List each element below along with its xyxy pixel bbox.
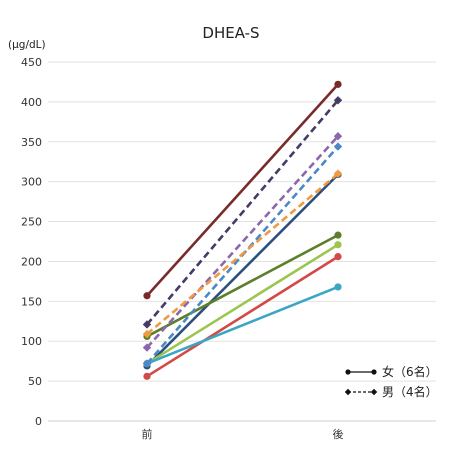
series-line: [146, 83, 339, 297]
series-line: [146, 99, 339, 326]
x-axis-categories: 前後: [142, 427, 344, 441]
y-tick-label: 450: [21, 56, 42, 69]
y-tick-label: 150: [21, 295, 42, 308]
data-point-circle: [143, 292, 151, 300]
data-point-circle: [334, 231, 342, 239]
data-point-diamond: [142, 343, 152, 352]
y-axis-unit: (μg/dL): [8, 39, 46, 51]
legend-marker-diamond: [370, 388, 378, 396]
y-tick-label: 100: [21, 335, 42, 348]
y-axis-ticks: 0 50 100 150 200 250 300 350 400 450: [21, 56, 42, 428]
y-tick-label: 0: [35, 415, 42, 428]
data-point-diamond: [142, 359, 152, 368]
series-line: [146, 255, 339, 378]
x-category-label: 前: [142, 427, 153, 441]
series-line: [146, 285, 339, 365]
data-point-circle: [143, 372, 151, 380]
data-point-diamond: [142, 320, 152, 329]
series-line: [146, 172, 339, 336]
series-line: [146, 243, 339, 365]
data-point-diamond: [333, 131, 343, 141]
data-point-diamond: [333, 169, 343, 178]
data-point-diamond: [333, 96, 343, 105]
y-tick-label: 350: [21, 136, 42, 149]
data-point-diamond: [333, 142, 343, 151]
series-line: [146, 173, 339, 367]
legend-label-male: 男（4名）: [382, 384, 438, 399]
data-point-circle: [334, 241, 342, 249]
y-tick-label: 250: [21, 216, 42, 229]
legend-label-female: 女（6名）: [382, 364, 438, 379]
data-point-circle: [334, 253, 342, 261]
legend-marker-circle: [371, 369, 377, 375]
series-line: [146, 135, 339, 349]
y-tick-label: 300: [21, 176, 42, 189]
y-tick-label: 50: [28, 375, 42, 388]
chart-title: DHEA-S: [202, 24, 259, 42]
legend: 女（6名） 男（4名）: [344, 364, 438, 399]
data-point-circle: [334, 80, 342, 88]
legend-marker-circle: [345, 369, 351, 375]
data-point-diamond: [142, 329, 152, 339]
gridlines: [48, 61, 436, 422]
series-group: [142, 80, 343, 380]
data-point-circle: [334, 283, 342, 291]
y-tick-label: 400: [21, 96, 42, 109]
series-line: [146, 233, 339, 338]
legend-marker-diamond: [344, 388, 352, 396]
y-tick-label: 200: [21, 255, 42, 268]
x-category-label: 後: [333, 427, 344, 441]
